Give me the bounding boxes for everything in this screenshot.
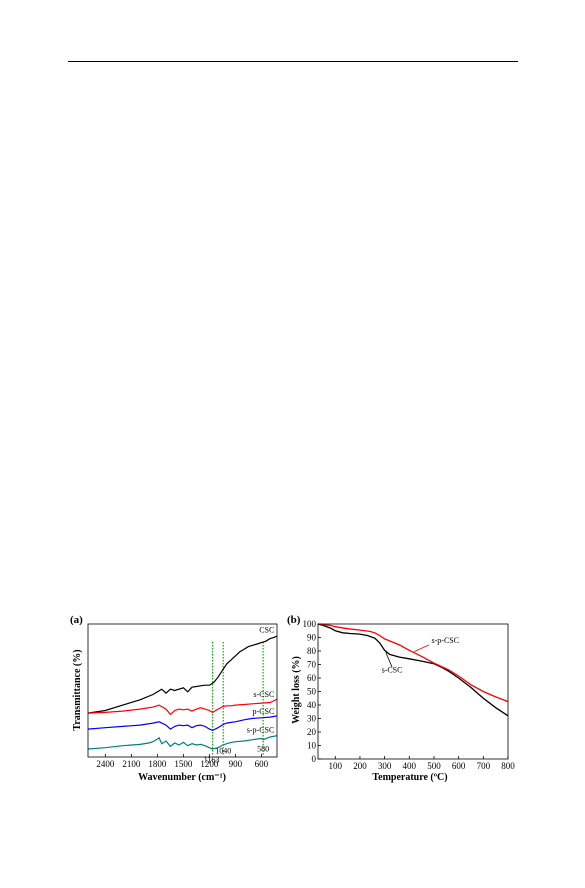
- x-tick-label: 800: [501, 761, 515, 771]
- y-tick-label: 60: [307, 673, 317, 683]
- series-line-s-CSC: [87, 698, 278, 716]
- x-tick-label: 300: [378, 761, 392, 771]
- annotation-label: s-p-CSC: [247, 725, 275, 734]
- annotation-label: 1040: [215, 747, 231, 756]
- y-axis-label: Transmittance (%): [72, 649, 83, 730]
- x-axis-label: Temperature (ºC): [372, 772, 447, 783]
- series-line-CSC: [87, 635, 278, 714]
- y-tick-label: 50: [307, 687, 317, 697]
- x-tick-label: 700: [477, 761, 491, 771]
- annotation-label: s-CSC: [253, 690, 274, 699]
- annotation-label: 580: [257, 745, 269, 754]
- annotation-label: 1163: [204, 755, 220, 764]
- annotation-arrow: [414, 644, 430, 653]
- x-axis-label: Wavenumber (cm⁻¹): [138, 772, 226, 783]
- y-tick-label: 40: [307, 700, 317, 710]
- y-tick-label: 90: [307, 633, 317, 643]
- annotation-label: s-CSC: [382, 666, 403, 675]
- series-line-s-p-CSC: [87, 735, 278, 750]
- x-tick-label: 2100: [122, 759, 141, 769]
- panel-label: (b): [287, 614, 301, 626]
- header-rule: [68, 61, 518, 62]
- y-tick-label: 80: [307, 646, 317, 656]
- y-tick-label: 70: [307, 660, 317, 670]
- y-tick-label: 10: [307, 741, 317, 751]
- x-tick-label: 1800: [148, 759, 167, 769]
- x-tick-label: 400: [403, 761, 417, 771]
- annotation-label: s-p-CSC: [432, 636, 460, 645]
- y-tick-label: 20: [307, 727, 317, 737]
- annotation-label: CSC: [259, 626, 274, 635]
- series-line-s-p-CSC: [317, 623, 509, 703]
- plot-frame: [317, 623, 509, 760]
- y-tick-label: 100: [303, 619, 317, 629]
- annotation-arrow: [385, 652, 393, 668]
- x-tick-label: 1500: [174, 759, 193, 769]
- plot-frame: [87, 623, 278, 758]
- x-tick-label: 600: [452, 761, 466, 771]
- x-tick-label: 900: [229, 759, 243, 769]
- y-axis-label: Weight loss (%): [291, 656, 302, 724]
- x-tick-label: 500: [427, 761, 441, 771]
- y-tick-label: 30: [307, 714, 317, 724]
- x-tick-label: 600: [255, 759, 269, 769]
- x-tick-label: 2400: [96, 759, 115, 769]
- x-tick-label: 200: [353, 761, 367, 771]
- annotation-label: p-CSC: [253, 707, 275, 716]
- series-line-p-CSC: [87, 715, 278, 732]
- panel-label: (a): [70, 614, 83, 626]
- series-line-s-CSC: [317, 623, 509, 717]
- x-tick-label: 100: [329, 761, 343, 771]
- x-tick-label: 1200: [200, 759, 219, 769]
- y-tick-label: 0: [312, 754, 317, 764]
